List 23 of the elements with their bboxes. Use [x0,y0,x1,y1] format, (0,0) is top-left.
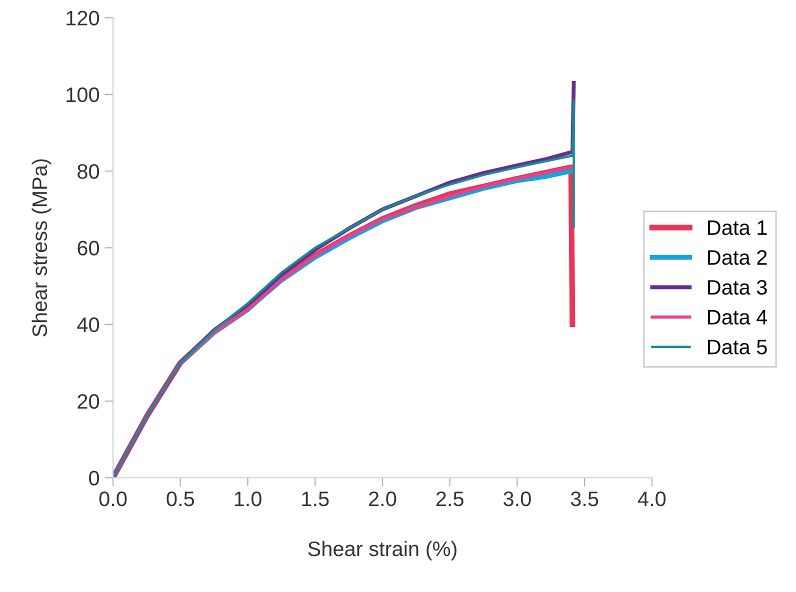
y-tick-label: 120 [66,10,100,26]
x-tick-label: 0.0 [99,491,127,506]
y-tick-label: 60 [78,240,100,256]
x-tick-label: 2.5 [436,491,464,506]
y-tick-label: 0 [89,470,100,486]
legend-label: Data 5 [708,340,767,354]
x-axis-title: Shear strain (%) [308,540,456,560]
x-tick-label: 1.0 [234,491,262,506]
legend-label: Data 4 [708,310,768,325]
x-tick-label: 4.0 [638,491,666,506]
legend-label: Data 1 [708,220,767,236]
x-tick-label: 2.0 [369,491,396,506]
y-tick-label: 20 [78,394,100,409]
x-tick-label: 0.5 [166,491,194,506]
x-tick-label: 3.0 [504,491,531,506]
x-tick-label: 1.5 [302,492,329,506]
y-tick-label: 100 [66,87,100,102]
legend-label: Data 3 [708,280,767,295]
y-tick-label: 80 [78,164,100,179]
legend-label: Data 2 [708,250,767,265]
x-tick-label: 3.5 [570,491,598,506]
y-tick-label: 40 [77,317,100,332]
y-axis-title: Shear stress (MPa) [32,159,52,337]
